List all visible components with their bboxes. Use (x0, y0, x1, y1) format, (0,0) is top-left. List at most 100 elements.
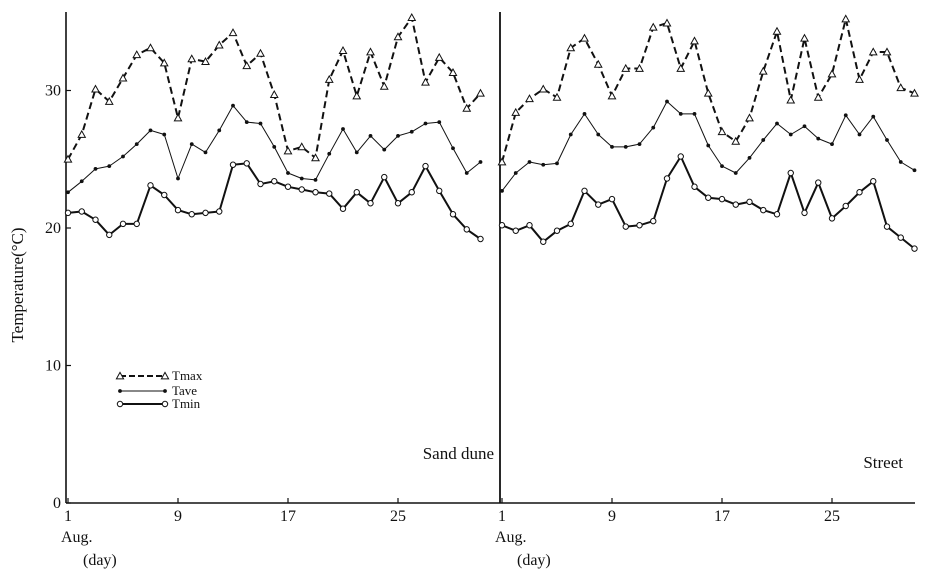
point-sand-dune-tmax-day18 (297, 142, 307, 151)
point-sand-dune-tmax-day31 (476, 88, 485, 97)
point-sand-dune-tmin-day30 (463, 226, 470, 233)
legend-label-tave: Tave (172, 383, 197, 398)
point-street-tmax-day29 (882, 47, 892, 56)
point-sand-dune-tmax-day7 (146, 43, 155, 52)
point-street-tmax-day1 (497, 157, 507, 166)
x-sublabel-month-p0: Aug. (61, 529, 93, 546)
point-street-tmin-day15 (691, 183, 698, 190)
point-street-tmax-day17 (717, 127, 727, 136)
x-tick-label-p1-17: 17 (714, 508, 730, 525)
x-sublabel-unit-p0: (day) (83, 552, 117, 569)
point-street-tmax-day9 (607, 91, 617, 100)
point-sand-dune-tave-day14 (244, 120, 249, 125)
point-street-tmin-day19 (746, 198, 753, 206)
point-sand-dune-tave-day1 (66, 190, 70, 195)
point-street-tave-day19 (747, 155, 752, 160)
point-sand-dune-tmax-day23 (366, 47, 375, 56)
point-sand-dune-tmax-day3 (91, 84, 100, 93)
point-sand-dune-tave-day13 (231, 103, 235, 108)
y-axis-title: Temperature(°C) (8, 227, 27, 342)
point-street-tave-day12 (651, 125, 656, 130)
point-street-tave-day10 (623, 144, 628, 149)
point-street-tmin-day2 (512, 227, 519, 234)
point-street-tmin-day14 (677, 153, 684, 160)
point-street-tave-day3 (527, 160, 532, 164)
point-street-tmax-day21 (772, 26, 782, 35)
point-sand-dune-tave-day15 (258, 121, 263, 126)
legend-marker-tmin-end (161, 400, 169, 408)
point-street-tave-day23 (802, 124, 807, 129)
point-street-tave-day14 (678, 111, 683, 116)
point-street-tave-day26 (843, 113, 848, 118)
point-sand-dune-tmax-day24 (379, 81, 389, 90)
point-sand-dune-tmin-day2 (78, 208, 85, 215)
point-street-tmax-day28 (868, 47, 878, 56)
point-sand-dune-tmax-day21 (338, 45, 348, 55)
x-tick-label-p0-25: 25 (390, 508, 406, 525)
point-street-tmax-day19 (745, 113, 754, 122)
point-sand-dune-tmin-day25 (394, 200, 402, 207)
point-sand-dune-tmin-day3 (92, 216, 99, 223)
point-sand-dune-tmax-day9 (173, 113, 183, 122)
point-sand-dune-tave-day25 (396, 133, 400, 138)
point-street-tmax-day23 (800, 33, 809, 42)
point-sand-dune-tmax-day28 (434, 52, 444, 61)
point-sand-dune-tmin-day22 (353, 189, 360, 196)
point-street-tave-day11 (637, 142, 642, 147)
point-sand-dune-tmax-day30 (462, 103, 472, 112)
point-sand-dune-tave-day29 (451, 146, 455, 151)
point-sand-dune-tave-day27 (423, 121, 428, 126)
point-sand-dune-tave-day8 (162, 132, 167, 137)
point-street-tave-day1 (500, 188, 504, 193)
point-sand-dune-tmin-day20 (326, 190, 333, 197)
point-sand-dune-tmin-day17 (284, 183, 292, 190)
point-sand-dune-tmin-day29 (449, 211, 457, 218)
point-street-tave-day6 (568, 132, 573, 137)
point-sand-dune-tmax-day15 (256, 48, 265, 57)
point-sand-dune-tave-day22 (354, 150, 359, 155)
point-sand-dune-tave-day19 (313, 177, 318, 182)
point-street-tmin-day23 (801, 209, 808, 217)
x-tick-label-p0-17: 17 (280, 508, 296, 525)
point-street-tave-day30 (898, 160, 903, 164)
point-sand-dune-tave-day4 (107, 164, 112, 169)
point-sand-dune-tmax-day12 (214, 40, 224, 49)
point-street-tave-day5 (555, 161, 559, 166)
point-street-tmax-day7 (580, 33, 589, 42)
legend-label-tmin: Tmin (172, 396, 201, 411)
point-sand-dune-tave-day3 (93, 166, 98, 171)
point-sand-dune-tmin-day19 (312, 189, 319, 196)
point-sand-dune-tmax-day20 (324, 74, 334, 83)
point-sand-dune-tmin-day4 (106, 231, 113, 239)
point-sand-dune-tmax-day19 (311, 153, 320, 162)
point-street-tmax-day24 (813, 92, 823, 101)
point-street-tmin-day8 (595, 201, 602, 208)
point-sand-dune-tmax-day5 (118, 73, 128, 82)
point-sand-dune-tmax-day8 (159, 58, 169, 67)
point-street-tmax-day27 (855, 74, 864, 83)
y-tick-label-30: 30 (45, 83, 61, 100)
x-tick-label-p1-25: 25 (824, 508, 840, 525)
point-street-tave-day31 (912, 168, 917, 173)
point-sand-dune-tmin-day12 (216, 208, 223, 215)
point-street-tmax-day13 (662, 18, 672, 27)
legend-marker-tmin-start (116, 400, 124, 408)
point-street-tmax-day2 (511, 107, 521, 116)
point-sand-dune-tmin-day15 (257, 180, 264, 188)
legend-marker-tave-start (118, 389, 122, 393)
point-sand-dune-tmax-day2 (77, 129, 87, 138)
legend-label-tmax: Tmax (172, 368, 203, 383)
point-street-tmax-day10 (621, 63, 631, 72)
point-sand-dune-tmin-day8 (161, 191, 168, 199)
point-street-tmin-day3 (526, 222, 533, 229)
legend-marker-tave-end (163, 389, 167, 393)
point-sand-dune-tave-day6 (134, 142, 139, 147)
point-street-tave-day25 (830, 142, 834, 147)
point-sand-dune-tave-day30 (464, 171, 469, 175)
series-line-sand-dune-tmax (67, 16, 482, 160)
point-sand-dune-tmin-day5 (119, 220, 127, 228)
point-street-tmax-day22 (786, 95, 796, 104)
point-street-tmax-day5 (552, 92, 562, 101)
point-sand-dune-tmin-day7 (147, 182, 154, 189)
point-sand-dune-tave-day9 (176, 176, 180, 181)
